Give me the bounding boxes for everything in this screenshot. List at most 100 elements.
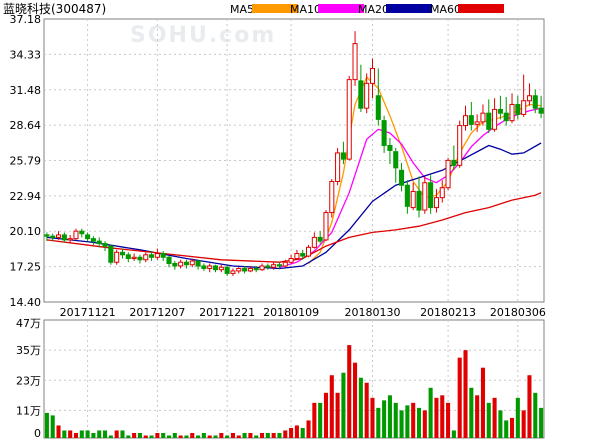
volume-bar	[44, 412, 49, 438]
volume-bar	[85, 430, 90, 438]
volume-bar	[521, 410, 526, 438]
volume-bar	[347, 345, 352, 438]
legend-label-ma10: MA10	[290, 3, 321, 16]
volume-bar	[161, 432, 166, 438]
price-tick-label: 28.64	[10, 119, 42, 132]
candle	[509, 93, 515, 124]
candle	[143, 252, 149, 263]
candle	[207, 263, 213, 273]
candle-body	[323, 212, 329, 241]
candle	[224, 265, 230, 276]
candle-body	[497, 108, 503, 114]
candle-body	[532, 95, 538, 109]
candle-body	[253, 267, 259, 271]
candle-body	[509, 103, 515, 122]
price-tick-label: 22.94	[10, 190, 42, 203]
candle-body	[137, 256, 143, 261]
volume-bar	[283, 430, 288, 438]
volume-bar	[79, 430, 84, 438]
candle-body	[160, 253, 166, 258]
candle	[242, 265, 248, 274]
candle-body	[480, 112, 486, 123]
candle-body	[300, 253, 306, 257]
candle-body	[149, 254, 155, 258]
candle	[236, 267, 242, 274]
volume-bar	[463, 350, 468, 438]
candle	[253, 265, 259, 273]
candle-body	[96, 240, 102, 245]
volume-bar	[120, 430, 125, 438]
volume-bar	[103, 430, 108, 438]
candle-body	[154, 253, 160, 258]
date-tick-label: 20180213	[420, 306, 476, 319]
candle-body	[393, 151, 399, 169]
candle	[364, 73, 370, 114]
volume-bar	[190, 432, 195, 438]
date-tick-label: 20180306	[490, 306, 546, 319]
candle	[457, 120, 463, 168]
candle	[340, 141, 346, 165]
candle	[468, 101, 474, 131]
candle	[282, 259, 288, 268]
candle-body	[410, 190, 416, 209]
candle	[439, 180, 445, 203]
candle-body	[114, 251, 120, 263]
volume-bar	[428, 387, 433, 438]
volume-bar	[265, 432, 270, 438]
candle-body	[201, 265, 207, 269]
volume-bar	[341, 372, 346, 438]
candle-body	[172, 262, 178, 267]
volume-bar	[318, 402, 323, 438]
volume-bar	[411, 402, 416, 438]
candle-body	[474, 121, 480, 125]
volume-bar	[486, 402, 491, 438]
volume-bar	[132, 432, 137, 438]
candle-body	[288, 258, 294, 263]
candle	[462, 105, 469, 131]
candle-body	[492, 108, 498, 130]
candle	[428, 175, 434, 214]
candle	[515, 95, 521, 120]
candle	[178, 259, 184, 269]
legend: MA5 MA10 MA20 MA60	[230, 3, 504, 16]
candle-body	[369, 67, 376, 84]
legend-swatch-ma60	[458, 4, 504, 13]
volume-bar	[225, 435, 230, 438]
candle	[317, 231, 323, 244]
candle	[114, 249, 120, 265]
candle	[375, 68, 381, 126]
candle-body	[102, 243, 108, 247]
candle-body	[526, 95, 533, 102]
candle-body	[311, 236, 317, 248]
volume-tick-label: 11万	[16, 404, 41, 417]
volume-bar	[73, 432, 79, 438]
legend-label-ma60: MA60	[430, 3, 461, 16]
volume-tick-label: 23万	[16, 374, 41, 387]
volume-tick-label: 47万	[16, 317, 41, 330]
candle	[230, 268, 236, 276]
candle-body	[236, 267, 242, 272]
candle-body	[282, 261, 288, 267]
volume-bar	[416, 407, 422, 438]
volume-bar	[172, 432, 177, 438]
candle-body	[212, 265, 219, 271]
volume-bar	[306, 420, 311, 438]
candle-body	[276, 264, 283, 267]
candle-body	[166, 256, 172, 264]
volume-bar	[300, 427, 305, 438]
candle-body	[271, 264, 277, 268]
candle-body	[131, 256, 137, 260]
candle-body	[85, 234, 91, 240]
candle-body	[178, 261, 184, 267]
volume-bar	[196, 435, 201, 438]
volume-tick-label: 0	[34, 427, 41, 440]
candle	[480, 104, 486, 126]
candle-body	[439, 187, 445, 199]
volume-bar	[236, 435, 241, 438]
candle	[154, 248, 160, 260]
candle	[492, 98, 498, 132]
candle	[433, 188, 439, 213]
volume-bar	[114, 430, 119, 438]
volume-bar	[149, 435, 154, 438]
